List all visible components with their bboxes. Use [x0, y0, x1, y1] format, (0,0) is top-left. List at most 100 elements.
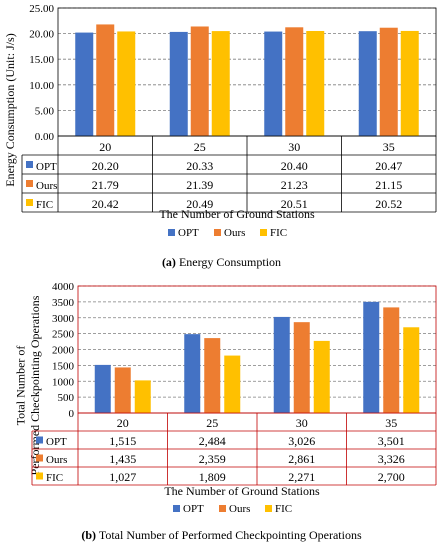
- energy-y-tick-label: 0.00: [35, 131, 55, 143]
- checkpoint-data-label: 2,484: [199, 434, 226, 448]
- checkpoint-legend-label-opt: OPT: [183, 503, 204, 515]
- energy-y-tick-label: 15.00: [29, 54, 54, 66]
- caption-a: (a) Energy Consumption: [0, 255, 443, 270]
- checkpoint-data-label: 2,271: [288, 470, 315, 484]
- checkpoint-legend-key-ours: [36, 454, 43, 462]
- checkpoint-y-tick-label: 1000: [52, 376, 75, 388]
- checkpoint-category-label: 20: [117, 416, 129, 430]
- checkpoint-y-tick-label: 2500: [52, 329, 75, 341]
- energy-category-label: 20: [99, 140, 111, 154]
- energy-y-tick-label: 5.00: [35, 105, 55, 117]
- checkpoint-bar-ours-25: [204, 338, 221, 413]
- caption-a-letter: (a): [161, 255, 176, 269]
- checkpoint-data-label: 2,359: [199, 452, 226, 466]
- energy-bar-fic-35: [400, 30, 419, 136]
- checkpoint-bar-fic-20: [134, 380, 151, 413]
- energy-legend-key-fic: [26, 199, 33, 206]
- checkpoint-bar-ours-30: [293, 322, 310, 413]
- energy-legend-swatch-ours: [214, 229, 221, 236]
- checkpoint-data-label: 3,026: [288, 434, 315, 448]
- energy-y-tick-label: 25.00: [29, 3, 54, 15]
- checkpoint-data-label: 3,501: [378, 434, 405, 448]
- checkpoint-legend-swatch-opt: [173, 505, 180, 512]
- checkpoint-row-label-opt: OPT: [46, 436, 67, 448]
- checkpoint-y-axis-title: Total Number ofPerformed Checkpointing O…: [13, 295, 41, 475]
- checkpoint-legend-swatch-ours: [219, 505, 226, 512]
- checkpoint-y-tick-label: 0: [69, 408, 75, 420]
- energy-bar-opt-25: [169, 31, 188, 136]
- energy-bar-ours-35: [379, 27, 398, 137]
- checkpoint-y-tick-label: 2000: [52, 345, 75, 357]
- energy-category-label: 25: [194, 140, 206, 154]
- checkpoint-data-label: 3,326: [378, 452, 405, 466]
- energy-bar-ours-25: [190, 26, 209, 136]
- energy-bar-ours-20: [96, 24, 115, 137]
- energy-data-label: 20.47: [375, 159, 402, 173]
- checkpoint-legend-label-ours: Ours: [229, 503, 250, 515]
- energy-category-label: 30: [288, 140, 300, 154]
- energy-row-label-fic: FIC: [36, 199, 53, 211]
- checkpoint-x-axis-title: The Number of Ground Stations: [164, 484, 320, 498]
- panel-checkpointing: Total Number ofPerformed Checkpointing O…: [0, 276, 443, 550]
- checkpoint-bar-opt-20: [94, 364, 111, 413]
- chart-checkpointing-operations: Total Number ofPerformed Checkpointing O…: [13, 281, 437, 515]
- checkpoint-bar-ours-20: [114, 367, 131, 413]
- checkpoint-y-tick-label: 3000: [52, 313, 75, 325]
- checkpoint-data-label: 2,861: [288, 452, 315, 466]
- checkpoint-y-tick-label: 1500: [52, 360, 75, 372]
- energy-legend-label-fic: FIC: [270, 227, 287, 239]
- checkpoint-bar-fic-30: [313, 340, 330, 413]
- energy-y-tick-label: 10.00: [29, 80, 54, 92]
- checkpoint-data-label: 1,515: [109, 434, 136, 448]
- checkpoint-y-tick-label: 3500: [52, 297, 75, 309]
- energy-x-axis-title: The Number of Ground Stations: [159, 207, 315, 221]
- energy-data-label: 20.52: [375, 197, 402, 211]
- energy-bar-ours-30: [285, 27, 304, 137]
- checkpoint-bar-opt-30: [273, 316, 290, 413]
- energy-row-label-ours: Ours: [36, 180, 57, 192]
- energy-legend-swatch-opt: [168, 229, 175, 236]
- energy-y-axis-title: Energy Consumption (Unit: J/s): [3, 33, 17, 186]
- checkpoint-bar-fic-25: [224, 355, 241, 413]
- checkpoint-category-label: 30: [296, 416, 308, 430]
- checkpoint-plot-frame: [77, 285, 437, 414]
- checkpoint-y-tick-label: 500: [58, 392, 75, 404]
- energy-bar-opt-20: [75, 32, 94, 136]
- chart-energy-consumption: Energy Consumption (Unit: J/s) 0.00 5.00 10…: [3, 3, 437, 239]
- checkpoint-data-label: 1,027: [109, 470, 136, 484]
- checkpoint-row-label-fic: FIC: [46, 472, 63, 484]
- caption-b: (b) Total Number of Performed Checkpoint…: [0, 528, 443, 543]
- energy-row-label-opt: OPT: [36, 161, 57, 173]
- energy-data-label: 21.23: [281, 178, 308, 192]
- checkpoint-legend-key-opt: [36, 436, 43, 444]
- energy-legend-key-opt: [26, 161, 33, 168]
- energy-data-label: 20.33: [186, 159, 213, 173]
- energy-legend-label-ours: Ours: [224, 227, 245, 239]
- caption-a-text: Energy Consumption: [178, 255, 282, 269]
- energy-data-label: 20.42: [92, 197, 119, 211]
- checkpoint-data-label: 1,809: [199, 470, 226, 484]
- energy-bar-fic-25: [211, 31, 230, 136]
- energy-data-label: 21.15: [375, 178, 402, 192]
- checkpoint-bar-opt-35: [363, 301, 380, 413]
- energy-legend-label-opt: OPT: [178, 227, 199, 239]
- panel-energy-consumption: Energy Consumption (Unit: J/s) 0.00 5.00 10…: [0, 3, 443, 270]
- checkpoint-y-tick-label: 4000: [52, 281, 75, 293]
- energy-data-label: 20.49: [186, 197, 213, 211]
- energy-bar-fic-30: [306, 30, 325, 136]
- energy-data-label: 20.40: [281, 159, 308, 173]
- checkpoint-bar-opt-25: [184, 334, 201, 413]
- checkpoint-row-label-ours: Ours: [46, 454, 67, 466]
- checkpoint-bar-fic-35: [403, 327, 420, 413]
- caption-b-letter: (b): [81, 528, 97, 542]
- energy-data-label: 20.20: [92, 159, 119, 173]
- checkpoint-category-label: 35: [385, 416, 397, 430]
- energy-legend-swatch-fic: [260, 229, 267, 236]
- checkpoint-legend-key-fic: [36, 472, 43, 480]
- energy-data-label: 21.39: [186, 178, 213, 192]
- checkpoint-data-label: 2,700: [378, 470, 405, 484]
- energy-bar-fic-20: [117, 31, 136, 136]
- energy-data-label: 20.51: [281, 197, 308, 211]
- energy-y-tick-label: 20.00: [29, 29, 54, 41]
- caption-b-text: Total Number of Performed Checkpointing …: [98, 528, 362, 542]
